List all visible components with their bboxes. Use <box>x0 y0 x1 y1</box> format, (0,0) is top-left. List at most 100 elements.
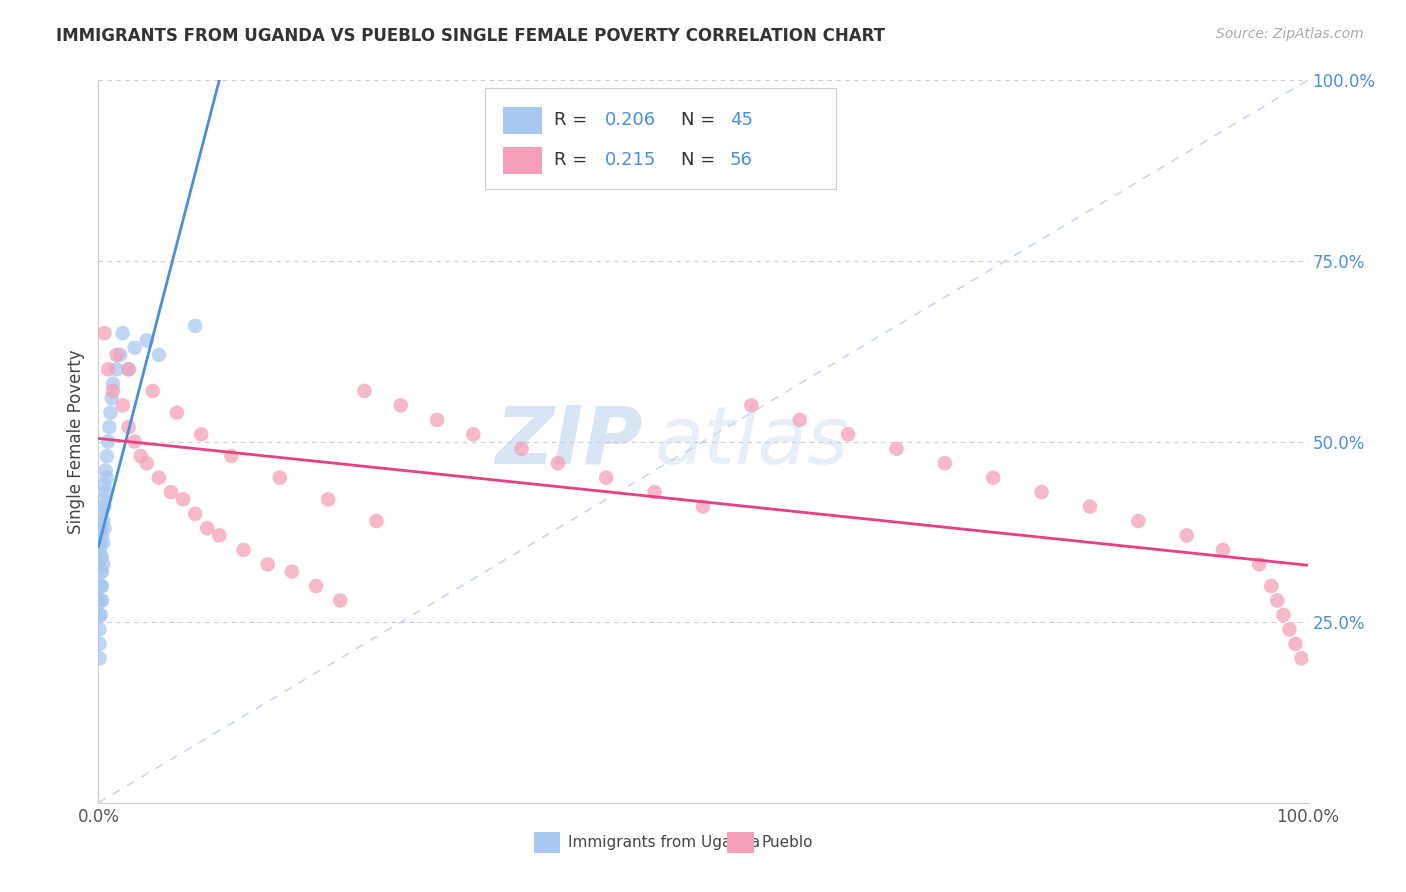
Point <box>981 470 1004 484</box>
Point <box>91 535 114 549</box>
Point <box>1078 500 1101 514</box>
Point <box>89 637 111 651</box>
Point <box>118 420 141 434</box>
Point <box>148 470 170 484</box>
Point <box>91 579 114 593</box>
Text: IMMIGRANTS FROM UGANDA VS PUEBLO SINGLE FEMALE POVERTY CORRELATION CHART: IMMIGRANTS FROM UGANDA VS PUEBLO SINGLE … <box>56 27 886 45</box>
Bar <box>727 831 754 854</box>
Point <box>100 406 122 420</box>
Point <box>269 470 291 484</box>
Point <box>1278 623 1301 637</box>
Point <box>1272 607 1295 622</box>
Point <box>305 579 328 593</box>
Point <box>105 362 128 376</box>
Point <box>94 463 117 477</box>
Point <box>90 521 112 535</box>
Y-axis label: Single Female Poverty: Single Female Poverty <box>66 350 84 533</box>
Point <box>886 442 908 456</box>
Point <box>89 593 111 607</box>
Point <box>135 456 157 470</box>
Point <box>96 470 118 484</box>
Point <box>90 565 112 579</box>
Point <box>90 593 112 607</box>
Point <box>118 362 141 376</box>
Point <box>547 456 569 470</box>
Point <box>1212 542 1234 557</box>
Point <box>111 326 134 340</box>
Point <box>389 398 412 412</box>
Point <box>644 485 666 500</box>
Point <box>118 362 141 376</box>
Point <box>221 449 243 463</box>
Text: R =: R = <box>554 151 593 169</box>
Point <box>256 558 278 572</box>
Point <box>148 348 170 362</box>
Point <box>142 384 165 398</box>
Point <box>93 521 115 535</box>
Point <box>93 478 115 492</box>
Point <box>366 514 388 528</box>
Text: Pueblo: Pueblo <box>761 835 813 850</box>
Point <box>91 593 114 607</box>
Text: R =: R = <box>554 111 593 129</box>
FancyBboxPatch shape <box>485 87 837 189</box>
Bar <box>503 147 543 174</box>
Text: 56: 56 <box>730 151 752 169</box>
Text: N =: N = <box>682 111 721 129</box>
Point <box>316 492 339 507</box>
Text: 0.206: 0.206 <box>605 111 657 129</box>
Point <box>1175 528 1198 542</box>
Point <box>129 449 152 463</box>
Point <box>1291 651 1313 665</box>
Text: atlas: atlas <box>655 402 849 481</box>
Point <box>91 550 114 565</box>
Point <box>101 376 124 391</box>
Point <box>510 442 533 456</box>
Point <box>97 362 120 376</box>
Point <box>89 579 111 593</box>
Point <box>1249 558 1271 572</box>
Point <box>166 406 188 420</box>
Text: Source: ZipAtlas.com: Source: ZipAtlas.com <box>1216 27 1364 41</box>
Point <box>89 623 111 637</box>
Point <box>1031 485 1053 500</box>
Point <box>329 593 352 607</box>
Point <box>135 334 157 348</box>
Point <box>190 427 212 442</box>
Point <box>281 565 304 579</box>
Point <box>837 427 859 442</box>
Point <box>89 542 111 557</box>
Point <box>160 485 183 500</box>
Point <box>108 348 131 362</box>
Point <box>789 413 811 427</box>
Point <box>124 434 146 449</box>
Point <box>91 507 114 521</box>
Point <box>595 470 617 484</box>
Text: ZIP: ZIP <box>495 402 643 481</box>
Point <box>184 318 207 333</box>
Point <box>96 449 118 463</box>
Point <box>91 558 114 572</box>
Point <box>353 384 375 398</box>
Text: 0.215: 0.215 <box>605 151 657 169</box>
Point <box>91 528 114 542</box>
Point <box>91 514 114 528</box>
Text: Immigrants from Uganda: Immigrants from Uganda <box>568 835 759 850</box>
Point <box>463 427 485 442</box>
Point <box>90 607 112 622</box>
Text: N =: N = <box>682 151 721 169</box>
Point <box>184 507 207 521</box>
Point <box>934 456 956 470</box>
Point <box>172 492 194 507</box>
Point <box>426 413 449 427</box>
Point <box>89 558 111 572</box>
Point <box>91 565 114 579</box>
Point <box>90 579 112 593</box>
Point <box>1267 593 1289 607</box>
Point <box>91 492 114 507</box>
Text: 45: 45 <box>730 111 752 129</box>
Point <box>97 434 120 449</box>
Bar <box>503 107 543 135</box>
Point <box>101 384 124 398</box>
Point <box>94 485 117 500</box>
